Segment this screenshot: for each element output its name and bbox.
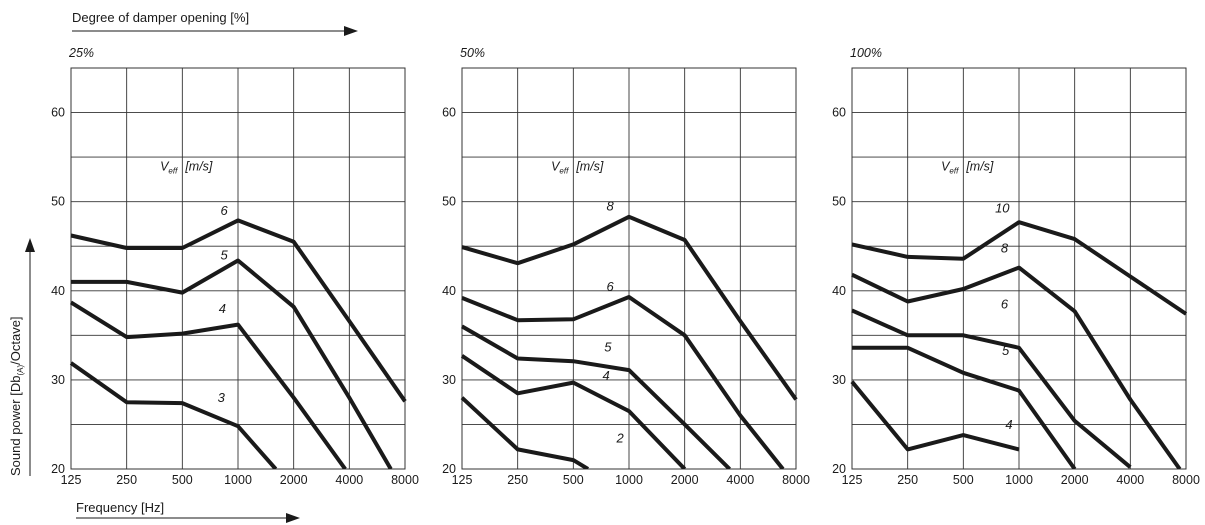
y-tick-label: 60	[442, 106, 456, 120]
x-tick-label: 500	[953, 473, 974, 487]
plot-frame	[461, 67, 797, 470]
y-tick-label: 30	[51, 373, 65, 387]
left-arrow-head	[25, 238, 35, 252]
x-tick-label: 250	[897, 473, 918, 487]
x-tick-label: 2000	[1061, 473, 1089, 487]
x-tick-label: 8000	[782, 473, 810, 487]
plot-frame	[851, 67, 1187, 470]
chart-panel-2: 50% 20 30 40 50 60 125 250 500 1000 2000 4000 8000 Ve…	[442, 46, 810, 487]
series-line-4	[850, 380, 1020, 452]
series-label-3: 3	[218, 390, 226, 405]
series-label-2: 2	[615, 430, 624, 445]
series-line-8	[461, 214, 798, 401]
series-label-5: 5	[604, 339, 612, 354]
series-line-5	[852, 345, 1077, 469]
series-label-6: 6	[606, 279, 614, 294]
x-tick-label: 1000	[224, 473, 252, 487]
series-line-6	[461, 295, 785, 469]
x-tick-label: 8000	[391, 473, 419, 487]
y-axis-title-sub: (A)	[16, 365, 25, 376]
y-tick-label: 50	[51, 195, 65, 209]
x-tick-label: 125	[61, 473, 82, 487]
x-tick-label: 1000	[1005, 473, 1033, 487]
veff-label: Veff [m/s]	[941, 159, 994, 175]
series-line-3	[69, 361, 278, 469]
series-line-2	[460, 396, 590, 469]
y-tick-label: 40	[832, 284, 846, 298]
series-label-5: 5	[220, 248, 228, 263]
y-axis-title-end: /Octave]	[8, 316, 23, 364]
x-tick-label: 8000	[1172, 473, 1200, 487]
veff-label: Veff [m/s]	[551, 159, 604, 175]
series-label-8: 8	[606, 199, 614, 214]
series-line-6	[70, 218, 407, 403]
x-tick-label: 1000	[615, 473, 643, 487]
y-tick-label: 20	[442, 462, 456, 476]
x-tick-label: 500	[172, 473, 193, 487]
veff-label: Veff [m/s]	[160, 159, 213, 175]
series-line-5	[461, 324, 732, 469]
y-tick-label: 30	[832, 373, 846, 387]
y-tick-label: 40	[442, 284, 456, 298]
x-axis-title: Frequency [Hz]	[76, 500, 164, 515]
x-tick-label: 2000	[280, 473, 308, 487]
y-tick-label: 60	[51, 106, 65, 120]
x-tick-label: 250	[116, 473, 137, 487]
series-line-5	[71, 258, 393, 469]
series-line-4	[460, 354, 687, 469]
series-label-4: 4	[219, 301, 226, 316]
panel-title: 25%	[68, 46, 94, 60]
series-line-6	[851, 308, 1132, 469]
plot-frame	[70, 67, 406, 470]
x-tick-label: 2000	[671, 473, 699, 487]
series-line-8	[851, 265, 1182, 469]
series-line-10	[851, 220, 1188, 316]
series-label-4: 4	[1005, 417, 1012, 432]
panel-title: 50%	[460, 46, 485, 60]
y-tick-label: 50	[832, 195, 846, 209]
y-tick-label: 50	[442, 195, 456, 209]
series-label-4: 4	[603, 368, 610, 383]
top-title: Degree of damper opening [%]	[72, 10, 249, 25]
top-arrow-head	[344, 26, 358, 36]
panel-title: 100%	[850, 46, 882, 60]
svg-text:Sound power [Db(A)/Octave]: Sound power [Db(A)/Octave]	[8, 316, 25, 476]
series-label-6: 6	[220, 203, 228, 218]
x-tick-label: 4000	[1116, 473, 1144, 487]
y-axis-title-group: Sound power [Db(A)/Octave]	[8, 316, 25, 476]
y-tick-label: 20	[51, 462, 65, 476]
chart-panel-3: 100% 20 30 40 50 60 125 250 500 1000 2000 4000 8000 V…	[832, 46, 1200, 487]
x-tick-label: 125	[452, 473, 473, 487]
y-tick-label: 30	[442, 373, 456, 387]
x-tick-label: 4000	[335, 473, 363, 487]
y-axis-title-main: Sound power [Db	[8, 376, 23, 476]
y-tick-label: 60	[832, 106, 846, 120]
series-label-5: 5	[1002, 343, 1010, 358]
series-label-10: 10	[995, 200, 1010, 215]
y-tick-label: 20	[832, 462, 846, 476]
series-line-4	[69, 300, 347, 469]
x-tick-label: 125	[842, 473, 863, 487]
x-tick-label: 4000	[726, 473, 754, 487]
y-tick-label: 40	[51, 284, 65, 298]
bottom-arrow-head	[286, 513, 300, 523]
x-tick-label: 250	[507, 473, 528, 487]
series-label-8: 8	[1001, 240, 1009, 255]
chart-panel-1: 25% 20 30 40 50 60 125 250 500 1000 2000 4000 8000 Ve…	[51, 46, 419, 487]
series-label-6: 6	[1001, 297, 1009, 312]
x-tick-label: 500	[563, 473, 584, 487]
